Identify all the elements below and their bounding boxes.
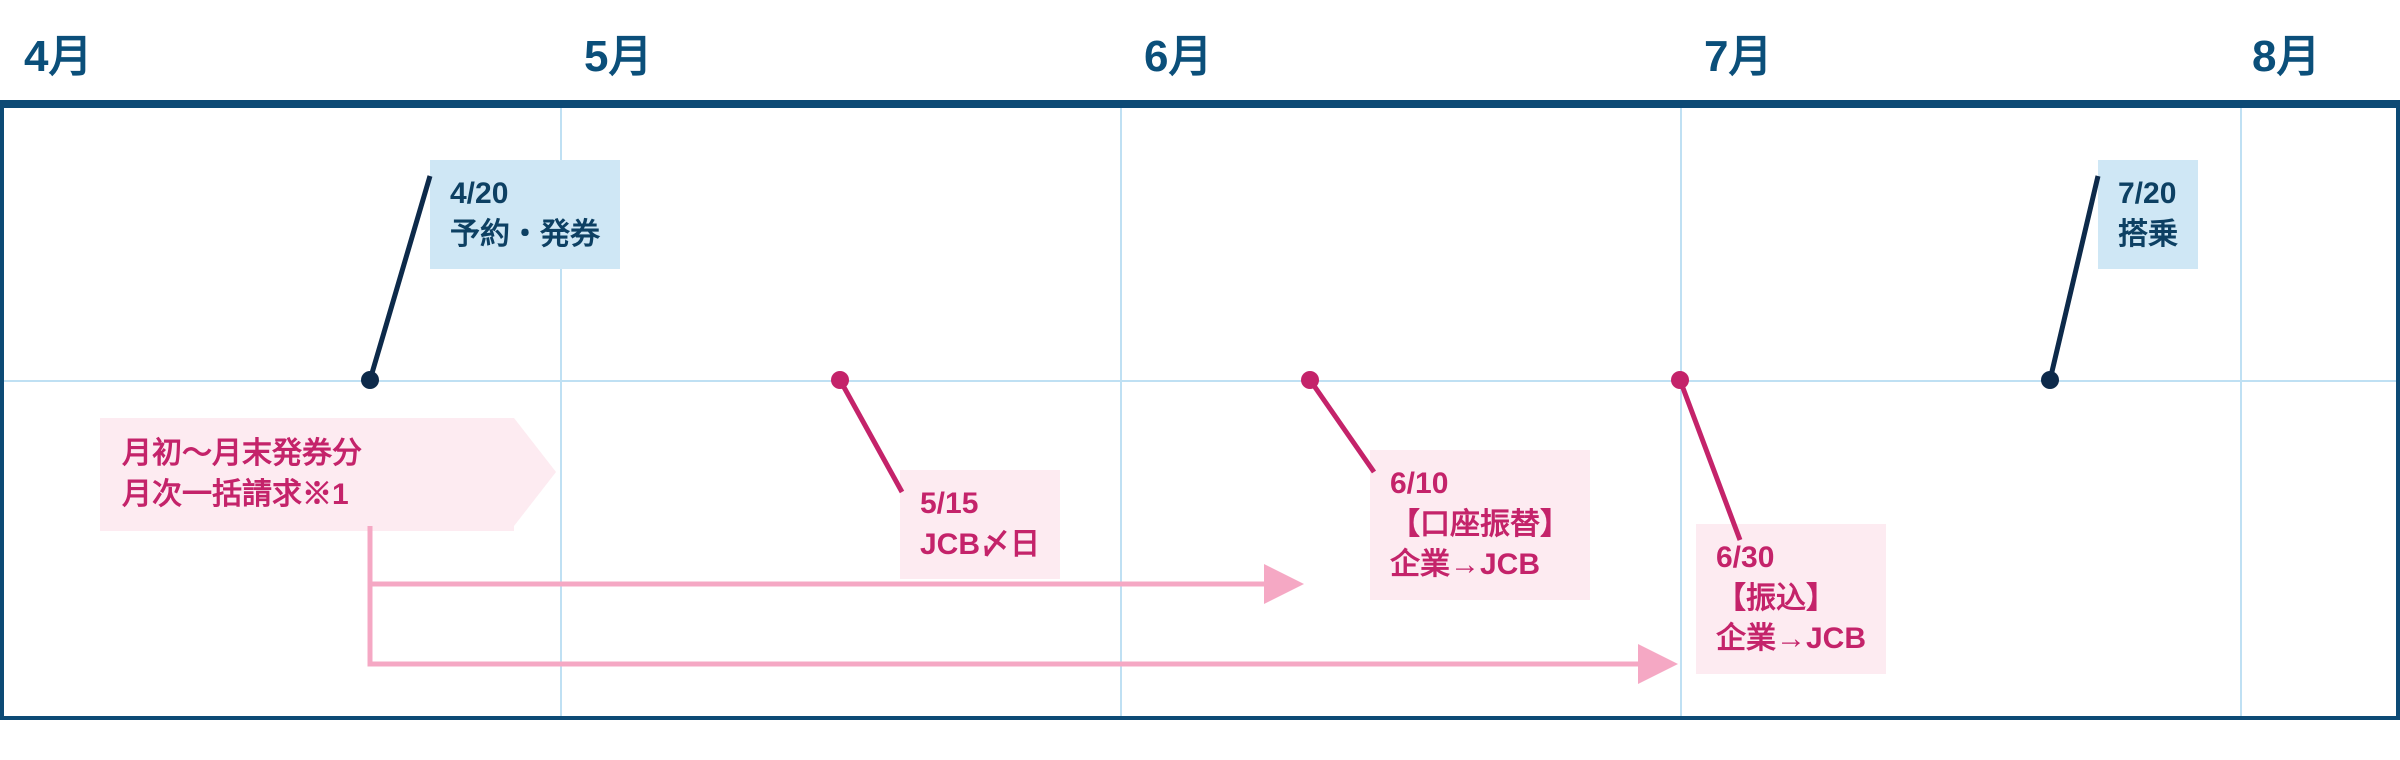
month-header-jul: 7月: [1680, 0, 2240, 104]
month-header-jun: 6月: [1120, 0, 1680, 104]
month-header-apr: 4月: [0, 0, 560, 104]
chart-outer-border: [0, 104, 2400, 720]
month-header-row: 4月 5月 6月 7月 8月: [0, 0, 2400, 104]
payment-timeline-chart: 4月 5月 6月 7月 8月 月初～月末発券分 月次一括請求※1 4/20 予約…: [0, 0, 2400, 760]
month-header-may: 5月: [560, 0, 1120, 104]
month-header-aug: 8月: [2240, 0, 2400, 104]
